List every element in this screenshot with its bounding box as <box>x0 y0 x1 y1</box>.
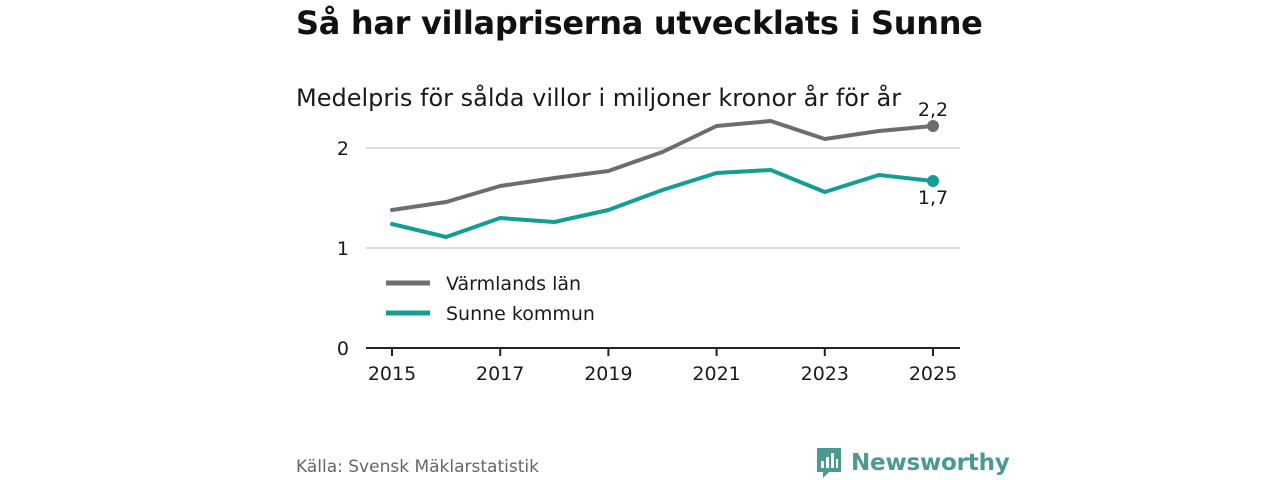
legend: Värmlands län Sunne kommun <box>376 268 608 330</box>
brand-name: Newsworthy <box>851 450 1010 476</box>
line-chart: 2015 2017 2019 2021 2023 2025 0 1 2 Värmlands l… <box>337 99 960 385</box>
x-axis: 2015 2017 2019 2021 2023 2025 <box>366 347 960 385</box>
legend-label: Sunne kommun <box>446 303 595 325</box>
series-end-label: 2,2 <box>918 99 948 121</box>
x-tick-label: 2019 <box>584 363 632 385</box>
x-tick-label: 2023 <box>801 363 849 385</box>
series-line <box>390 119 935 212</box>
legend-label: Värmlands län <box>446 273 581 295</box>
x-tick-label: 2015 <box>368 363 416 385</box>
series-line <box>390 168 935 239</box>
series-end-label: 1,7 <box>918 187 948 209</box>
chart-subtitle: Medelpris för sålda villor i miljoner kr… <box>296 84 902 112</box>
y-tick-label: 0 <box>337 338 349 360</box>
x-tick-label: 2025 <box>909 363 957 385</box>
y-tick-label: 1 <box>337 238 349 260</box>
newsworthy-logo-icon <box>817 448 841 478</box>
legend-background <box>376 268 608 330</box>
series-end-marker <box>927 120 939 132</box>
x-tick-label: 2017 <box>476 363 524 385</box>
brand-logo: Newsworthy <box>815 446 1010 480</box>
chart-title: Så har villapriserna utvecklats i Sunne <box>296 4 983 42</box>
gridlines <box>366 147 960 249</box>
y-tick-label: 2 <box>337 138 349 160</box>
series-end-marker <box>927 175 939 187</box>
y-axis: 0 1 2 <box>337 138 349 360</box>
source-note: Källa: Svensk Mäklarstatistik <box>296 457 539 477</box>
x-tick-label: 2021 <box>692 363 740 385</box>
series: 2,2 1,7 <box>390 99 948 239</box>
